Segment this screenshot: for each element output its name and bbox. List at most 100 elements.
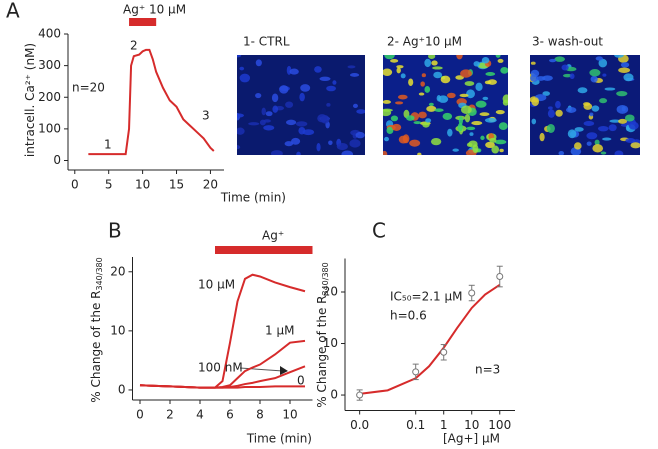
cell (530, 74, 539, 82)
cell (265, 111, 273, 117)
point (440, 348, 448, 356)
cell (289, 68, 299, 75)
cell (479, 112, 490, 117)
cell (300, 84, 311, 92)
cell (623, 73, 634, 82)
cell (456, 55, 463, 60)
y-tick-label: 0 (53, 153, 61, 167)
cell (500, 66, 508, 74)
x-tick-label: 0 (71, 178, 79, 192)
cell (425, 118, 432, 123)
cell (296, 151, 301, 155)
cell (452, 148, 459, 152)
x-tick-label: 5 (105, 178, 113, 192)
cell (430, 137, 442, 146)
cell (332, 80, 337, 85)
cell (558, 150, 565, 155)
cell (574, 127, 584, 132)
cell (328, 140, 333, 146)
cell (347, 65, 356, 69)
x-tick-label: 0.0 (350, 418, 369, 432)
cell (618, 67, 631, 73)
y-axis-label-text: intracell. Ca²⁺ (nM) (23, 43, 37, 157)
x-tick-label: 0.1 (406, 418, 425, 432)
cell (424, 58, 432, 68)
arrow-head (280, 366, 288, 375)
cell (261, 107, 266, 116)
y-tick-label: 300 (38, 58, 61, 72)
cell (625, 124, 630, 132)
cell (616, 104, 629, 114)
cell (539, 132, 545, 142)
cell (386, 126, 394, 135)
cell (391, 123, 402, 131)
cell (569, 73, 575, 80)
treatment-bar (129, 18, 157, 26)
cell (475, 100, 487, 108)
cell (624, 114, 635, 122)
cell (489, 137, 497, 143)
cell (494, 139, 507, 145)
y-tick-label: 200 (38, 90, 61, 104)
cell (447, 128, 453, 137)
cell (395, 101, 404, 105)
cell (485, 72, 496, 76)
cell (565, 106, 577, 113)
cell (614, 150, 624, 155)
cell (547, 106, 553, 110)
cell (491, 145, 500, 154)
cell (594, 139, 600, 146)
cell (458, 116, 463, 125)
x-axis-label: Time (min) (220, 191, 286, 205)
cell (341, 150, 354, 155)
annotation: IC₅₀=2.1 μM (390, 290, 462, 304)
x-tick-label: 6 (226, 408, 234, 422)
treatment-label: Ag⁺ 10 μM (123, 3, 186, 17)
series-label: 0 (297, 374, 305, 388)
cell (469, 132, 474, 136)
annotation: h=0.6 (390, 309, 427, 323)
cell (464, 81, 475, 87)
panel-label: C (372, 219, 386, 243)
y-tick-label: 100 (38, 121, 61, 135)
cell (409, 139, 421, 147)
image-label: 3- wash-out (532, 35, 603, 49)
cell (471, 121, 483, 126)
arrow (239, 367, 284, 372)
x-tick-label: 15 (169, 178, 184, 192)
cell (628, 121, 639, 130)
treatment-bar (215, 246, 313, 254)
cell (355, 131, 365, 139)
cell (248, 122, 260, 126)
cell (598, 58, 608, 68)
cell (567, 129, 577, 139)
cell (285, 101, 294, 108)
cell (298, 126, 306, 135)
x-tick-label: 8 (256, 408, 264, 422)
cell (349, 139, 361, 148)
cell (317, 114, 328, 123)
cell (413, 121, 422, 125)
cell (466, 89, 476, 99)
series-label: 100 nM (198, 361, 243, 375)
cell (255, 92, 262, 99)
cell (302, 129, 315, 136)
point (496, 273, 504, 281)
cell (549, 58, 557, 63)
x-tick-label: 100 (488, 418, 511, 432)
y-axis-label-sub: 340/380 (321, 262, 330, 295)
cell (614, 55, 624, 58)
cell (600, 151, 607, 155)
cell (630, 142, 640, 149)
cell (555, 100, 561, 109)
x-tick-label: 10 (282, 408, 297, 422)
cell (390, 58, 399, 63)
cell (609, 119, 621, 123)
cell (284, 141, 294, 147)
x-tick-label: 2 (166, 408, 174, 422)
cell (400, 73, 406, 79)
cell (473, 61, 480, 67)
x-axis-label: Time (min) (246, 432, 312, 446)
cell (239, 66, 245, 71)
x-tick-label: 1 (440, 418, 448, 432)
